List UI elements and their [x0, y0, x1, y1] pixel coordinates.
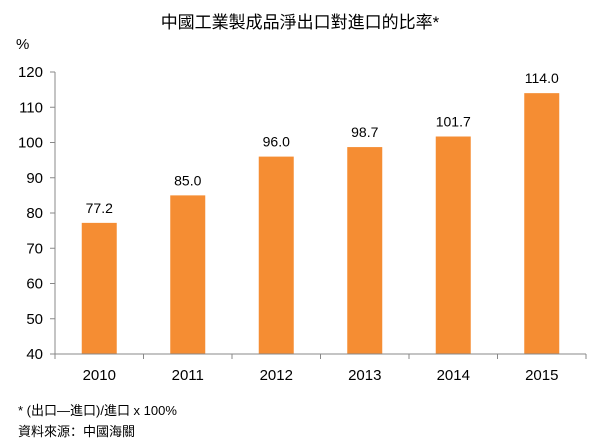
- bar-2014: [435, 136, 471, 354]
- footnote-formula: * (出口—進口)/進口 x 100%: [18, 403, 177, 418]
- data-label-2011: 85.0: [174, 172, 201, 188]
- x-tick-label: 2012: [260, 367, 293, 384]
- bar-2013: [347, 147, 383, 354]
- y-tick-label: 100: [18, 135, 43, 152]
- y-tick-label: 90: [26, 170, 43, 187]
- y-tick-label: 50: [26, 311, 43, 328]
- x-tick-label: 2015: [525, 367, 558, 384]
- bar-2012: [258, 156, 294, 354]
- y-tick-label: 110: [19, 99, 43, 116]
- data-label-2015: 114.0: [525, 70, 559, 86]
- y-tick-label: 120: [18, 64, 43, 81]
- data-label-2010: 77.2: [86, 200, 113, 216]
- y-tick-label: 70: [26, 240, 43, 257]
- data-label-2014: 101.7: [436, 114, 471, 130]
- data-label-2012: 96.0: [263, 134, 290, 150]
- y-axis-unit: %: [16, 36, 30, 53]
- bar-2010: [81, 222, 117, 354]
- y-tick-label: 60: [26, 276, 43, 293]
- y-tick-label: 40: [26, 346, 43, 363]
- x-tick-label: 2011: [172, 367, 204, 384]
- x-tick-label: 2010: [83, 367, 116, 384]
- x-tick-label: 2013: [348, 367, 381, 384]
- bar-2011: [170, 195, 206, 354]
- x-tick-label: 2014: [437, 367, 470, 384]
- footnote-source: 資料來源：中國海關: [18, 424, 136, 439]
- data-label-2013: 98.7: [351, 124, 378, 140]
- y-tick-label: 80: [26, 205, 43, 222]
- bar-2015: [524, 93, 560, 355]
- chart-title: 中國工業製成品淨出口對進口的比率*: [160, 13, 440, 32]
